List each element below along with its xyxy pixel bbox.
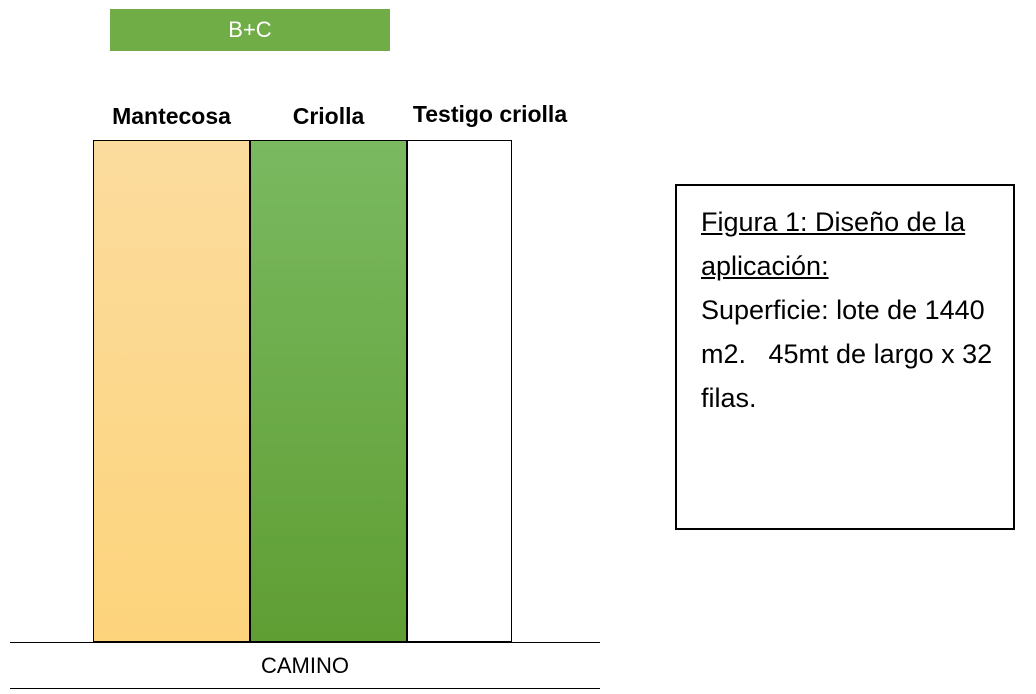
road-label: CAMINO <box>261 653 349 678</box>
plot-label-criolla: Criolla <box>292 103 365 129</box>
plot-testigo-criolla <box>407 140 512 642</box>
road-bottom-line <box>10 688 600 689</box>
caption-body: Superficie: lote de 1440 m2. 45mt de lar… <box>701 295 1000 413</box>
treatment-badge: B+C <box>110 9 390 51</box>
caption-title: Figura 1: Diseño de la aplicación: <box>701 207 966 281</box>
plot-criolla <box>250 140 407 642</box>
caption-box: Figura 1: Diseño de la aplicación: Super… <box>675 184 1015 530</box>
plot-label-testigo-criolla: Testigo criolla <box>412 101 568 127</box>
plot-label-mantecosa: Mantecosa <box>112 103 231 129</box>
plot-mantecosa <box>93 140 250 642</box>
road-top-line <box>10 642 600 643</box>
